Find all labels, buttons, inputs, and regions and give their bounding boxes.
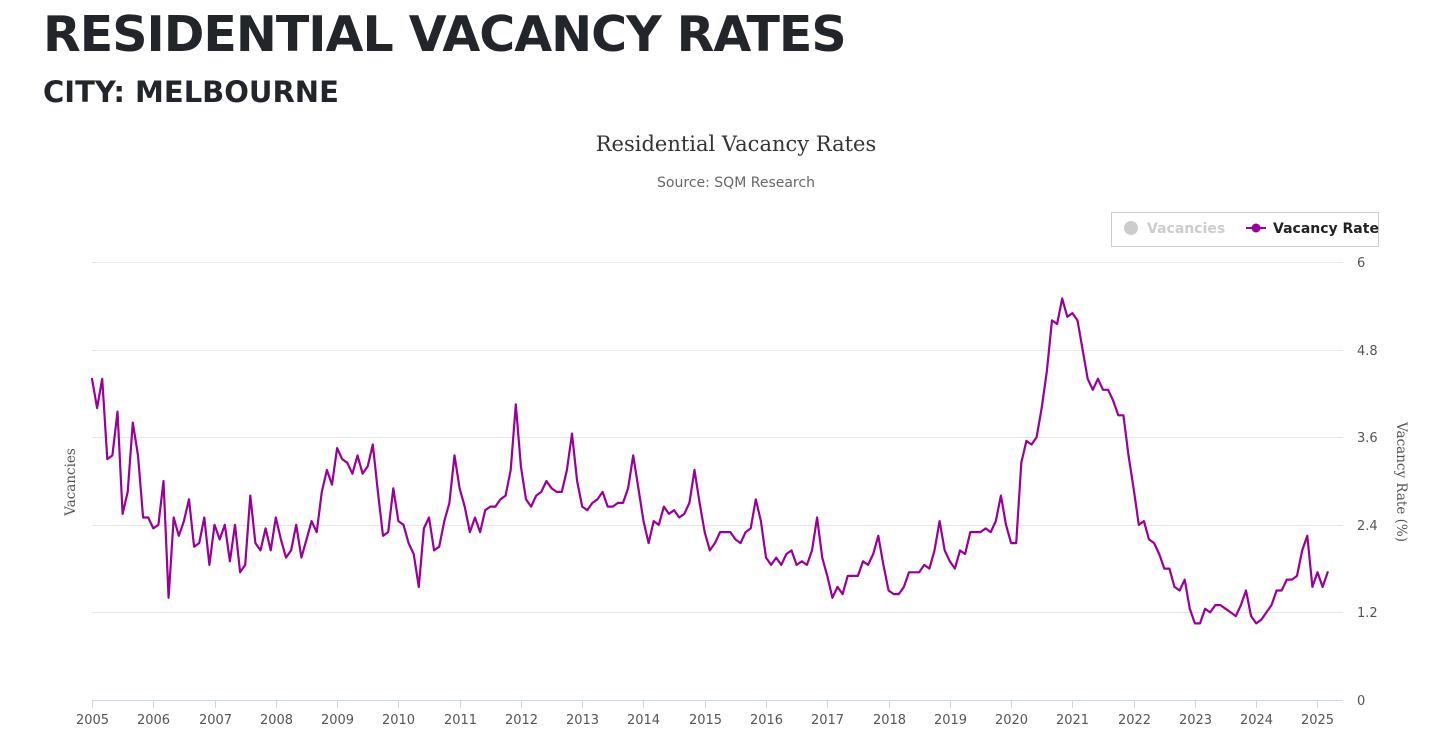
series-vacancy-rate bbox=[90, 297, 1329, 625]
y-axis-right-ticks: 0 1.2 2.4 3.6 4.8 6 bbox=[1357, 256, 1378, 709]
x-tick-label: 2021 bbox=[1056, 713, 1089, 728]
x-axis: 2005 2006 2007 2008 2009 2010 2011 2012 2013 2014… bbox=[76, 700, 1343, 728]
legend: Vacancies Vacancy Rate bbox=[1111, 212, 1379, 247]
legend-box bbox=[1111, 212, 1379, 247]
x-tick-label: 2013 bbox=[566, 713, 599, 728]
x-tick-label: 2010 bbox=[382, 713, 415, 728]
legend-item-vacancies[interactable]: Vacancies bbox=[1124, 221, 1225, 237]
x-tick-label: 2017 bbox=[811, 713, 844, 728]
gridlines bbox=[92, 262, 1343, 613]
x-tick-label: 2025 bbox=[1301, 713, 1334, 728]
y-tick-label: 4.8 bbox=[1357, 344, 1378, 359]
chart-container: Residential Vacancy Rates Source: SQM Re… bbox=[0, 120, 1453, 729]
y-tick-label: 0 bbox=[1357, 694, 1365, 709]
x-tick-label: 2014 bbox=[627, 713, 660, 728]
x-tick-label: 2016 bbox=[750, 713, 783, 728]
page-subtitle: CITY: MELBOURNE bbox=[43, 75, 339, 109]
x-tick-label: 2009 bbox=[321, 713, 354, 728]
series-line-vacancy-rate bbox=[90, 297, 1329, 625]
x-tick-label: 2020 bbox=[995, 713, 1028, 728]
legend-label-vacancy-rate: Vacancy Rate bbox=[1273, 221, 1379, 237]
x-tick-label: 2006 bbox=[137, 713, 170, 728]
legend-label-vacancies: Vacancies bbox=[1147, 221, 1225, 237]
x-tick-label: 2007 bbox=[199, 713, 232, 728]
x-tick-label: 2005 bbox=[76, 713, 109, 728]
x-tick-label: 2011 bbox=[444, 713, 477, 728]
legend-marker bbox=[1251, 223, 1261, 233]
y-tick-label: 6 bbox=[1357, 256, 1365, 271]
y-tick-label: 3.6 bbox=[1357, 431, 1378, 446]
page-title: RESIDENTIAL VACANCY RATES bbox=[43, 6, 847, 63]
y-axis-right-title: Vacancy Rate (%) bbox=[1393, 421, 1409, 542]
x-tick-label: 2019 bbox=[934, 713, 967, 728]
vacancy-rate-chart: Residential Vacancy Rates Source: SQM Re… bbox=[63, 132, 1409, 728]
x-tick-label: 2015 bbox=[689, 713, 722, 728]
x-tick-label: 2024 bbox=[1240, 713, 1273, 728]
circle-icon bbox=[1124, 221, 1138, 235]
x-tick-label: 2012 bbox=[505, 713, 538, 728]
chart-title: Residential Vacancy Rates bbox=[596, 132, 877, 156]
x-tick-label: 2018 bbox=[873, 713, 906, 728]
x-tick-label: 2023 bbox=[1179, 713, 1212, 728]
legend-item-vacancy-rate[interactable]: Vacancy Rate bbox=[1246, 221, 1379, 237]
chart-subtitle: Source: SQM Research bbox=[657, 175, 815, 191]
x-tick-label: 2022 bbox=[1118, 713, 1151, 728]
y-tick-label: 1.2 bbox=[1357, 606, 1378, 621]
y-axis-left-title: Vacancies bbox=[63, 448, 79, 517]
x-tick-label: 2008 bbox=[260, 713, 293, 728]
y-tick-label: 2.4 bbox=[1357, 519, 1378, 534]
